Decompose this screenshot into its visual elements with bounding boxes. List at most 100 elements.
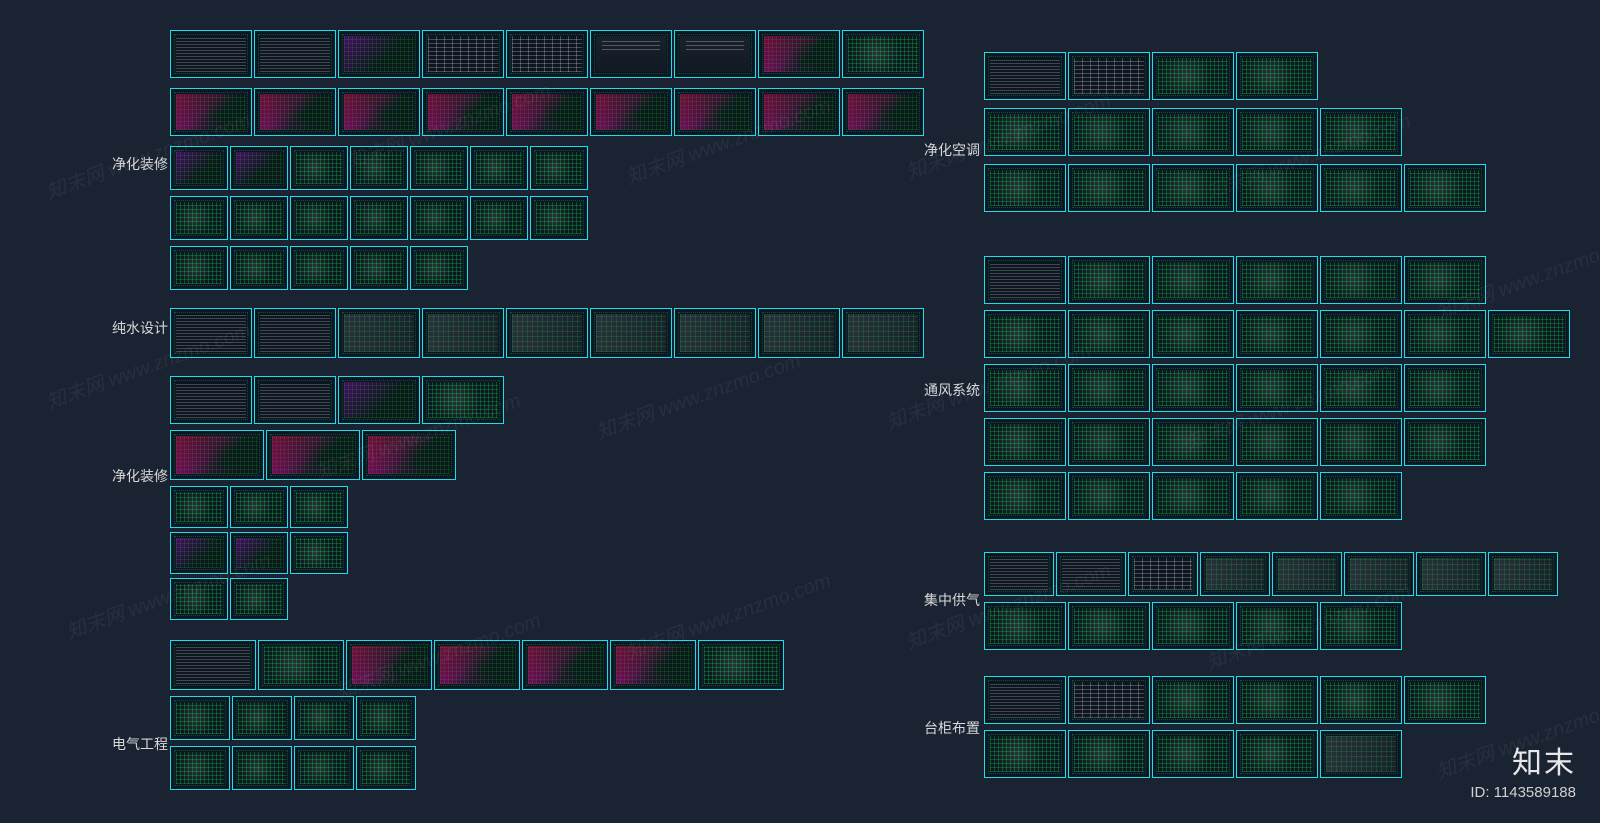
drawing-sheet[interactable] — [470, 196, 528, 240]
drawing-sheet[interactable] — [1152, 418, 1234, 466]
drawing-sheet[interactable] — [170, 578, 228, 620]
drawing-sheet[interactable] — [356, 696, 416, 740]
drawing-sheet[interactable] — [1236, 310, 1318, 358]
drawing-sheet[interactable] — [758, 88, 840, 136]
drawing-sheet[interactable] — [1068, 676, 1150, 724]
drawing-sheet[interactable] — [1068, 52, 1150, 100]
drawing-sheet[interactable] — [350, 146, 408, 190]
drawing-sheet[interactable] — [506, 30, 588, 78]
drawing-sheet[interactable] — [1320, 676, 1402, 724]
drawing-sheet[interactable] — [422, 30, 504, 78]
drawing-sheet[interactable] — [1488, 310, 1570, 358]
drawing-sheet[interactable] — [338, 30, 420, 78]
drawing-sheet[interactable] — [1236, 602, 1318, 650]
drawing-sheet[interactable] — [434, 640, 520, 690]
drawing-sheet[interactable] — [984, 602, 1066, 650]
drawing-sheet[interactable] — [230, 196, 288, 240]
cad-model-space[interactable]: 净化装修纯水设计净化装修电气工程净化空调通风系统集中供气台柜布置知末网 www.… — [0, 0, 1600, 823]
drawing-sheet[interactable] — [1320, 164, 1402, 212]
drawing-sheet[interactable] — [290, 532, 348, 574]
drawing-sheet[interactable] — [1068, 472, 1150, 520]
drawing-sheet[interactable] — [254, 308, 336, 358]
drawing-sheet[interactable] — [170, 486, 228, 528]
drawing-sheet[interactable] — [1152, 364, 1234, 412]
drawing-sheet[interactable] — [170, 532, 228, 574]
drawing-sheet[interactable] — [338, 308, 420, 358]
drawing-sheet[interactable] — [266, 430, 360, 480]
drawing-sheet[interactable] — [698, 640, 784, 690]
drawing-sheet[interactable] — [758, 308, 840, 358]
drawing-sheet[interactable] — [1272, 552, 1342, 596]
drawing-sheet[interactable] — [1152, 52, 1234, 100]
drawing-sheet[interactable] — [170, 246, 228, 290]
drawing-sheet[interactable] — [1320, 730, 1402, 778]
drawing-sheet[interactable] — [1068, 256, 1150, 304]
drawing-sheet[interactable] — [350, 196, 408, 240]
drawing-sheet[interactable] — [506, 308, 588, 358]
drawing-sheet[interactable] — [170, 146, 228, 190]
drawing-sheet[interactable] — [1068, 108, 1150, 156]
drawing-sheet[interactable] — [590, 30, 672, 78]
drawing-sheet[interactable] — [984, 730, 1066, 778]
drawing-sheet[interactable] — [1320, 472, 1402, 520]
drawing-sheet[interactable] — [170, 696, 230, 740]
drawing-sheet[interactable] — [422, 308, 504, 358]
drawing-sheet[interactable] — [610, 640, 696, 690]
drawing-sheet[interactable] — [410, 146, 468, 190]
drawing-sheet[interactable] — [1404, 164, 1486, 212]
drawing-sheet[interactable] — [170, 640, 256, 690]
drawing-sheet[interactable] — [1068, 418, 1150, 466]
drawing-sheet[interactable] — [1320, 602, 1402, 650]
drawing-sheet[interactable] — [590, 88, 672, 136]
drawing-sheet[interactable] — [984, 108, 1066, 156]
drawing-sheet[interactable] — [984, 310, 1066, 358]
drawing-sheet[interactable] — [1152, 310, 1234, 358]
drawing-sheet[interactable] — [170, 30, 252, 78]
drawing-sheet[interactable] — [674, 308, 756, 358]
drawing-sheet[interactable] — [232, 746, 292, 790]
drawing-sheet[interactable] — [758, 30, 840, 78]
drawing-sheet[interactable] — [1068, 364, 1150, 412]
drawing-sheet[interactable] — [1152, 256, 1234, 304]
drawing-sheet[interactable] — [338, 88, 420, 136]
drawing-sheet[interactable] — [410, 246, 468, 290]
drawing-sheet[interactable] — [1488, 552, 1558, 596]
drawing-sheet[interactable] — [1152, 676, 1234, 724]
drawing-sheet[interactable] — [1320, 256, 1402, 304]
drawing-sheet[interactable] — [294, 746, 354, 790]
drawing-sheet[interactable] — [530, 146, 588, 190]
drawing-sheet[interactable] — [362, 430, 456, 480]
drawing-sheet[interactable] — [230, 532, 288, 574]
drawing-sheet[interactable] — [254, 88, 336, 136]
drawing-sheet[interactable] — [984, 364, 1066, 412]
drawing-sheet[interactable] — [346, 640, 432, 690]
drawing-sheet[interactable] — [1152, 164, 1234, 212]
drawing-sheet[interactable] — [1404, 364, 1486, 412]
drawing-sheet[interactable] — [1236, 676, 1318, 724]
drawing-sheet[interactable] — [410, 196, 468, 240]
drawing-sheet[interactable] — [290, 486, 348, 528]
drawing-sheet[interactable] — [1068, 310, 1150, 358]
drawing-sheet[interactable] — [290, 146, 348, 190]
drawing-sheet[interactable] — [1056, 552, 1126, 596]
drawing-sheet[interactable] — [984, 256, 1066, 304]
drawing-sheet[interactable] — [1068, 602, 1150, 650]
drawing-sheet[interactable] — [984, 164, 1066, 212]
drawing-sheet[interactable] — [1068, 164, 1150, 212]
drawing-sheet[interactable] — [422, 88, 504, 136]
drawing-sheet[interactable] — [356, 746, 416, 790]
drawing-sheet[interactable] — [842, 308, 924, 358]
drawing-sheet[interactable] — [422, 376, 504, 424]
drawing-sheet[interactable] — [1128, 552, 1198, 596]
drawing-sheet[interactable] — [984, 676, 1066, 724]
drawing-sheet[interactable] — [1320, 418, 1402, 466]
drawing-sheet[interactable] — [230, 146, 288, 190]
drawing-sheet[interactable] — [294, 696, 354, 740]
drawing-sheet[interactable] — [1320, 310, 1402, 358]
drawing-sheet[interactable] — [984, 552, 1054, 596]
drawing-sheet[interactable] — [1152, 730, 1234, 778]
drawing-sheet[interactable] — [1320, 108, 1402, 156]
drawing-sheet[interactable] — [230, 246, 288, 290]
drawing-sheet[interactable] — [1236, 164, 1318, 212]
drawing-sheet[interactable] — [1236, 730, 1318, 778]
